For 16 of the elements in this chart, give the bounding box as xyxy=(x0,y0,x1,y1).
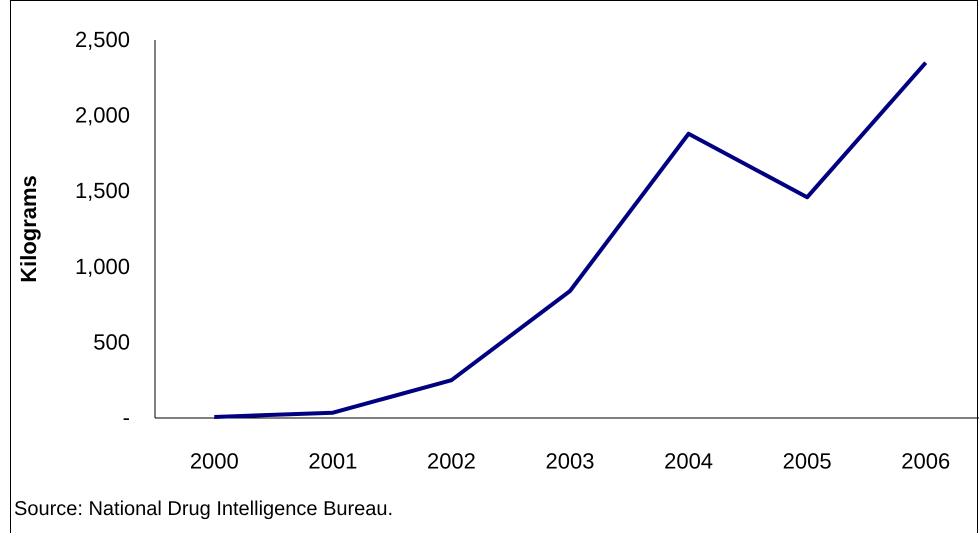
source-note: Source: National Drug Intelligence Bureau. xyxy=(14,498,394,520)
x-tick-label: 2004 xyxy=(664,448,714,474)
x-tick-label: 2001 xyxy=(308,448,358,474)
y-tick-label: 2,000 xyxy=(74,102,130,128)
y-tick-label: 500 xyxy=(93,329,130,354)
line-series xyxy=(212,60,928,419)
x-tick-label: 2005 xyxy=(782,448,832,474)
y-tick-label: - xyxy=(122,405,130,430)
x-tick-label: 2002 xyxy=(426,448,476,474)
y-axis-title: Kilograms xyxy=(16,175,41,283)
x-tick-label: 2003 xyxy=(546,448,594,474)
y-tick-label: 2,500 xyxy=(74,27,130,52)
x-tick-label: 2000 xyxy=(190,448,239,474)
y-tick-label: 1,500 xyxy=(74,178,130,204)
x-tick-label: 2006 xyxy=(901,448,950,474)
y-tick-label: 1,000 xyxy=(74,254,130,279)
